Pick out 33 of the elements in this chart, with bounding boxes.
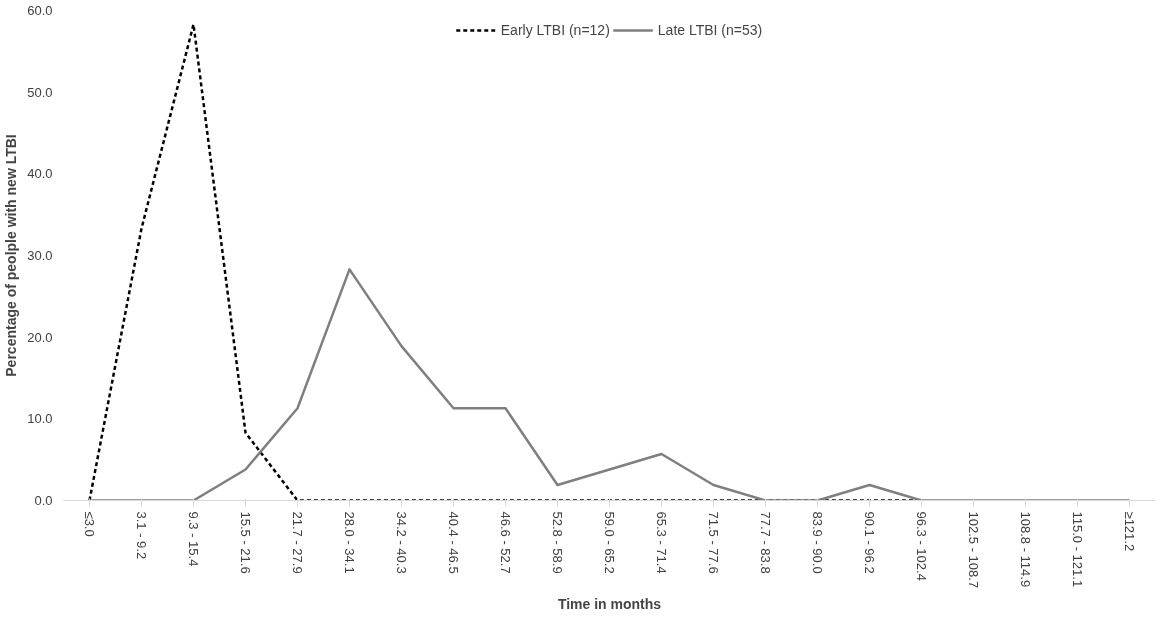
x-tick-label: 46.6 - 52.7 (498, 511, 513, 574)
x-tick-label: ≤3.0 (82, 511, 97, 537)
x-tick-label: 77.7 - 83.8 (758, 511, 773, 574)
x-tick-label: 59.0 - 65.2 (602, 511, 617, 574)
x-tick-label: 83.9 - 90.0 (810, 511, 825, 574)
legend-label: Late LTBI (n=53) (657, 22, 763, 38)
x-axis-title: Time in months (557, 596, 662, 613)
x-tick-label: 3.1 - 9.2 (134, 511, 149, 560)
x-tick-label: 40.4 - 46.5 (446, 511, 461, 574)
x-tick-label: 65.3 - 71.4 (654, 511, 669, 574)
legend-label: Early LTBI (n=12) (500, 22, 610, 38)
x-tick-label: 9.3 - 15.4 (186, 511, 201, 567)
x-tick-label: 108.8 - 114.9 (1018, 511, 1033, 588)
y-tick-label: 50.0 (27, 84, 53, 100)
x-tick-label: 15.5 - 21.6 (238, 511, 253, 574)
x-tick-label: 71.5 - 77.6 (706, 511, 721, 574)
x-tick-label: ≥121.2 (1122, 511, 1137, 552)
line-series (88, 268, 1131, 501)
y-tick-label: 30.0 (27, 248, 53, 263)
x-tick-label: 102.5 - 108.7 (966, 511, 981, 589)
x-tick-label: 34.2 - 40.3 (394, 511, 409, 574)
y-tick-label: 10.0 (27, 411, 53, 427)
x-tick-label: 21.7 - 27.9 (290, 511, 305, 574)
y-tick-label: 0.0 (34, 493, 53, 508)
x-tick-label: 28.0 - 34.1 (342, 511, 357, 574)
x-tick-label: 96.3 - 102.4 (914, 511, 929, 581)
y-tick-label: 40.0 (27, 166, 53, 182)
x-tick-label: 90.1 - 96.2 (862, 511, 877, 574)
y-tick-label: 60.0 (27, 3, 53, 18)
y-axis-title: Percentage of peolple with new LTBI (3, 134, 20, 377)
x-tick-label: 115.0 - 121.1 (1070, 511, 1085, 588)
y-tick-label: 20.0 (27, 329, 53, 345)
x-tick-label: 52.8 - 58.9 (550, 511, 565, 574)
